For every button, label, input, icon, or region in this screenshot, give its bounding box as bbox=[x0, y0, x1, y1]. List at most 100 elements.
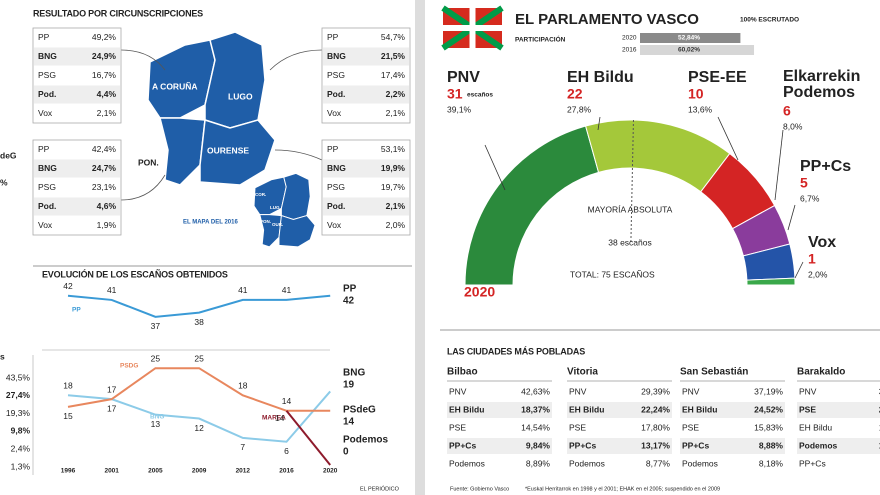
label: 52,84% bbox=[678, 35, 700, 42]
label: Pod. bbox=[327, 201, 345, 211]
connector bbox=[269, 49, 323, 71]
label: LUGO bbox=[228, 91, 253, 101]
label: 41 bbox=[282, 285, 292, 295]
label: PSG bbox=[327, 70, 345, 80]
label: 2,1% bbox=[386, 108, 406, 118]
flag bbox=[441, 5, 504, 51]
leader bbox=[787, 204, 796, 231]
label: BNG bbox=[327, 51, 346, 61]
label: EL PARLAMENTO VASCO bbox=[515, 11, 699, 28]
party-name: Elkarrekin Podemos bbox=[783, 69, 861, 101]
label: 42 bbox=[63, 281, 73, 291]
label: Fuente: Gobierno Vasco bbox=[450, 486, 509, 492]
party-name: Elkarrekin Podemos bbox=[783, 69, 861, 101]
label: Pod. bbox=[327, 89, 345, 99]
label: deG bbox=[0, 150, 17, 160]
label: 38 bbox=[194, 317, 204, 327]
row-band bbox=[797, 402, 880, 418]
map-region bbox=[199, 119, 276, 186]
label: 38 escaños bbox=[608, 237, 651, 247]
row-band bbox=[323, 197, 409, 216]
label: Bilbao bbox=[447, 367, 478, 378]
label: PON. bbox=[260, 219, 271, 224]
label: EL MAPA DEL 2016 bbox=[183, 220, 238, 226]
label: 19,9% bbox=[381, 163, 406, 173]
label: PP+Cs bbox=[682, 440, 709, 450]
label: 18 bbox=[63, 381, 73, 391]
label: LAS CIUDADES MÁS POBLADAS bbox=[447, 346, 585, 356]
label: PP+Cs bbox=[800, 158, 851, 175]
label: 13,6% bbox=[688, 104, 713, 114]
label: 2,4% bbox=[11, 443, 31, 453]
label: PP bbox=[38, 32, 50, 42]
label: BNG bbox=[38, 163, 57, 173]
label: 39,1% bbox=[447, 104, 472, 114]
label: PSDG bbox=[120, 363, 138, 370]
label: 22,48 bbox=[879, 404, 880, 414]
label: EH Bildu bbox=[682, 404, 717, 414]
label: 9,84% bbox=[526, 440, 551, 450]
label: 0 bbox=[343, 447, 349, 458]
row-band bbox=[680, 438, 785, 454]
label: 17,10 bbox=[879, 422, 880, 432]
label: 2020 bbox=[464, 284, 495, 300]
series-line bbox=[67, 294, 331, 318]
label: 14 bbox=[282, 396, 292, 406]
label: 21,5% bbox=[381, 51, 406, 61]
label: 37,19% bbox=[754, 386, 783, 396]
label: 27,4% bbox=[6, 390, 31, 400]
label: 8,0% bbox=[783, 121, 803, 131]
label: Barakaldo bbox=[797, 367, 845, 378]
connector bbox=[120, 49, 166, 71]
label: PSG bbox=[327, 182, 345, 192]
label: EH Bildu bbox=[449, 404, 484, 414]
label: 49,2% bbox=[92, 32, 117, 42]
label: 2001 bbox=[104, 468, 119, 475]
label: 23,1% bbox=[92, 182, 117, 192]
row-band bbox=[323, 159, 409, 178]
label: PSG bbox=[38, 182, 56, 192]
label: 2005 bbox=[148, 468, 163, 475]
label: s bbox=[0, 351, 5, 361]
table-frame bbox=[32, 27, 122, 124]
label: Podemos bbox=[343, 435, 388, 446]
label: Vox bbox=[38, 220, 53, 230]
table-frame bbox=[321, 139, 411, 236]
label: PSE bbox=[449, 422, 466, 432]
label: 12 bbox=[194, 423, 204, 433]
label: 17,80% bbox=[641, 422, 670, 432]
label: 1,3% bbox=[11, 461, 31, 471]
row-band bbox=[797, 438, 880, 454]
label: 14 bbox=[275, 413, 285, 423]
series-line bbox=[67, 367, 331, 412]
label: 24,9% bbox=[92, 51, 117, 61]
label: 43,5% bbox=[6, 372, 31, 382]
label: Vitoria bbox=[567, 367, 598, 378]
label: 18,37% bbox=[521, 404, 550, 414]
label: EH Bildu bbox=[569, 404, 604, 414]
row-band bbox=[34, 159, 120, 178]
leader bbox=[774, 129, 784, 201]
leader bbox=[484, 144, 506, 191]
series-line bbox=[285, 410, 331, 466]
label: 22 bbox=[567, 86, 583, 102]
label: 12,21 bbox=[879, 440, 880, 450]
label: OUR. bbox=[272, 222, 283, 227]
label: Podemos bbox=[569, 458, 605, 468]
label: 15 bbox=[63, 411, 73, 421]
label: PSE-EE bbox=[688, 69, 747, 86]
label: PNV bbox=[682, 386, 700, 396]
label: 36,24 bbox=[879, 386, 880, 396]
label: 41 bbox=[107, 285, 117, 295]
row-band bbox=[323, 85, 409, 104]
label: TOTAL: 75 ESCAÑOS bbox=[570, 269, 655, 279]
label: 6 bbox=[783, 103, 791, 119]
label: Podemos bbox=[449, 458, 485, 468]
label: 6 bbox=[284, 446, 289, 456]
label: PNV bbox=[569, 386, 587, 396]
label: RESULTADO POR CIRCUNSCRIPCIONES bbox=[33, 8, 203, 18]
label: A CORUÑA bbox=[152, 81, 198, 91]
label: PSE bbox=[799, 404, 816, 414]
label: BNG bbox=[38, 51, 57, 61]
